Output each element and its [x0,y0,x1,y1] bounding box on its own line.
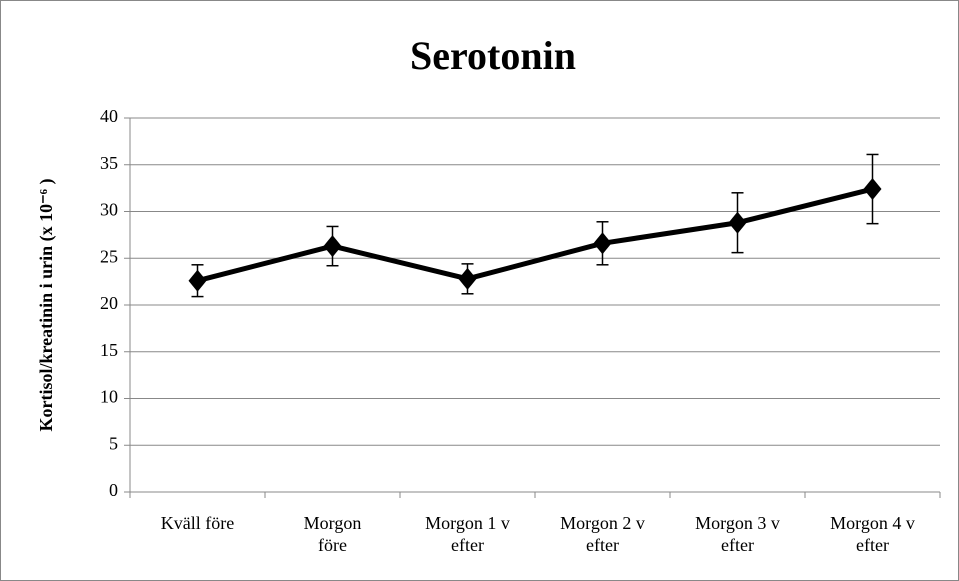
marker [728,211,747,234]
y-tick-label: 20 [100,293,118,313]
marker [188,269,207,292]
x-tick-label: Morgon 4 v efter [830,513,915,555]
chart-title: Serotonin [410,33,576,78]
x-tick-label: Morgon före [303,513,362,555]
x-tick-label: Morgon 3 v efter [695,513,780,555]
marker [458,267,477,290]
y-axis-label: Kortisol/kreatinin i urin (x 10⁻⁶ ) [36,178,57,431]
marker [863,178,882,201]
y-tick-label: 35 [100,153,118,173]
marker [593,232,612,255]
marker [323,235,342,258]
y-tick-label: 10 [100,387,118,407]
x-tick-label: Morgon 1 v efter [425,513,510,555]
y-tick-label: 0 [109,480,118,500]
y-tick-label: 30 [100,200,118,220]
y-tick-label: 25 [100,246,118,266]
x-tick-label: Kväll före [160,513,235,533]
y-tick-label: 5 [109,433,118,453]
x-tick-label: Morgon 2 v efter [560,513,645,555]
y-tick-label: 40 [100,106,118,126]
line [196,186,874,284]
y-tick-label: 15 [100,340,118,360]
